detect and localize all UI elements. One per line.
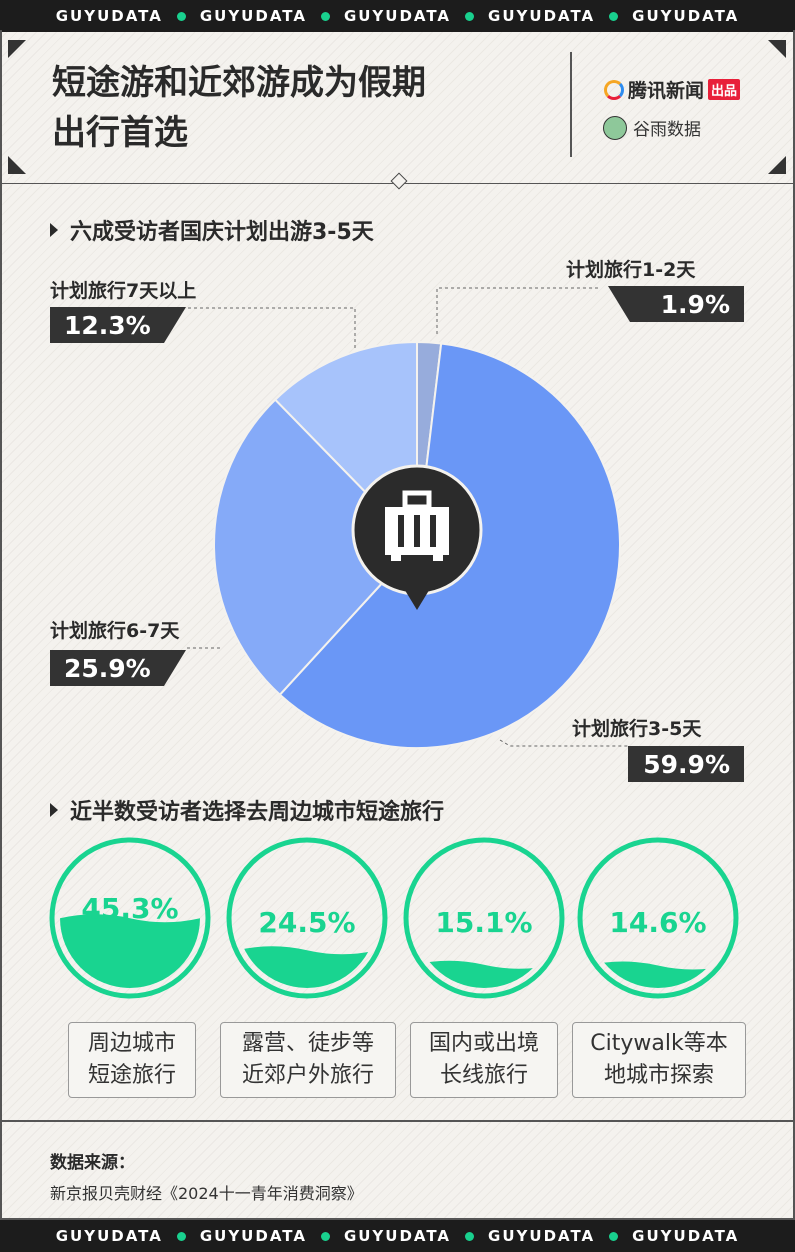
- section-title-2: 近半数受访者选择去周边城市短途旅行: [50, 794, 444, 826]
- band-text: GUYUDATA: [199, 1227, 307, 1245]
- leader-line: [186, 307, 356, 348]
- gauge-ring: [49, 837, 211, 999]
- dot-icon: [609, 1231, 619, 1241]
- slice-label-7plus: 计划旅行7天以上: [50, 280, 197, 302]
- gauge-fill: [414, 960, 554, 988]
- band-text: GUYUDATA: [55, 7, 163, 25]
- dot-icon: [465, 11, 475, 21]
- gauge-label: 国内或出境 长线旅行: [410, 1022, 558, 1098]
- gauge-value: 15.1%: [435, 906, 532, 939]
- dot-icon: [465, 1231, 475, 1241]
- divider: [570, 52, 572, 157]
- dot-icon: [320, 11, 330, 21]
- slice-value-7plus: 12.3%: [50, 307, 186, 343]
- top-band: GUYUDATA GUYUDATA GUYUDATA GUYUDATA GUYUDATA: [0, 0, 795, 32]
- gauge-label: 周边城市 短途旅行: [68, 1022, 196, 1098]
- divider: [0, 1120, 795, 1122]
- source-text: 新京报贝壳财经《2024十一青年消费洞察》: [50, 1184, 363, 1203]
- corner-icon: [8, 40, 26, 58]
- gauge-value: 14.6%: [609, 906, 706, 939]
- dot-icon: [609, 11, 619, 21]
- arrow-icon: [50, 223, 58, 237]
- band-text: GUYUDATA: [632, 7, 740, 25]
- gauge-fill: [60, 914, 200, 988]
- corner-icon: [768, 156, 786, 174]
- gauge-label: 露营、徒步等 近郊户外旅行: [220, 1022, 396, 1098]
- source-label: 数据来源：: [50, 1153, 135, 1173]
- slice-label-1-2: 计划旅行1-2天: [566, 259, 696, 281]
- gauge-fill: [588, 961, 728, 988]
- band-text: GUYUDATA: [632, 1227, 740, 1245]
- corner-icon: [8, 156, 26, 174]
- slice-value-6-7: 25.9%: [50, 650, 186, 686]
- tencent-logo-icon: [604, 79, 624, 100]
- gauge-ring: [403, 837, 565, 999]
- band-text: GUYUDATA: [343, 1227, 452, 1245]
- slice-value-1-2: 1.9%: [608, 286, 744, 322]
- band-text: GUYUDATA: [488, 7, 596, 25]
- gauge-ring: [577, 837, 739, 999]
- frame: [0, 30, 795, 1220]
- leader-line: [436, 287, 600, 334]
- band-text: GUYUDATA: [488, 1227, 596, 1245]
- gauge-label: Citywalk等本 地城市探索: [572, 1022, 746, 1098]
- dot-icon: [320, 1231, 330, 1241]
- band-text: GUYUDATA: [343, 7, 452, 25]
- page-title: 短途游和近郊游成为假期 出行首选: [52, 63, 426, 153]
- section-title-1: 六成受访者国庆计划出游3-5天: [50, 214, 374, 246]
- suitcase-pin-icon: [351, 464, 483, 610]
- guyu-logo: 谷雨数据: [603, 115, 701, 140]
- gauge-value: 45.3%: [81, 892, 178, 925]
- corner-icon: [768, 40, 786, 58]
- slice-value-3-5: 59.9%: [628, 746, 744, 782]
- band-text: GUYUDATA: [55, 1227, 163, 1245]
- gauge-value: 24.5%: [258, 906, 355, 939]
- bottom-band: GUYUDATA GUYUDATA GUYUDATA GUYUDATA GUYUDATA: [0, 1220, 795, 1252]
- dot-icon: [176, 1231, 186, 1241]
- gauge-chart: 45.3% 24.5% 15.1% 14.6%: [49, 837, 739, 999]
- slice-label-3-5: 计划旅行3-5天: [572, 718, 702, 740]
- guyu-logo-icon: [603, 115, 627, 140]
- dot-icon: [176, 11, 186, 21]
- leader-line: [499, 739, 630, 747]
- arrow-icon: [50, 803, 58, 817]
- band-text: GUYUDATA: [199, 7, 307, 25]
- gauge-ring: [226, 837, 388, 999]
- pie-chart: [186, 287, 630, 749]
- gauge-fill: [237, 946, 377, 988]
- tencent-news-logo: 腾讯新闻 出品: [604, 76, 741, 103]
- slice-label-6-7: 计划旅行6-7天: [50, 620, 180, 642]
- pie-slice: [213, 398, 419, 697]
